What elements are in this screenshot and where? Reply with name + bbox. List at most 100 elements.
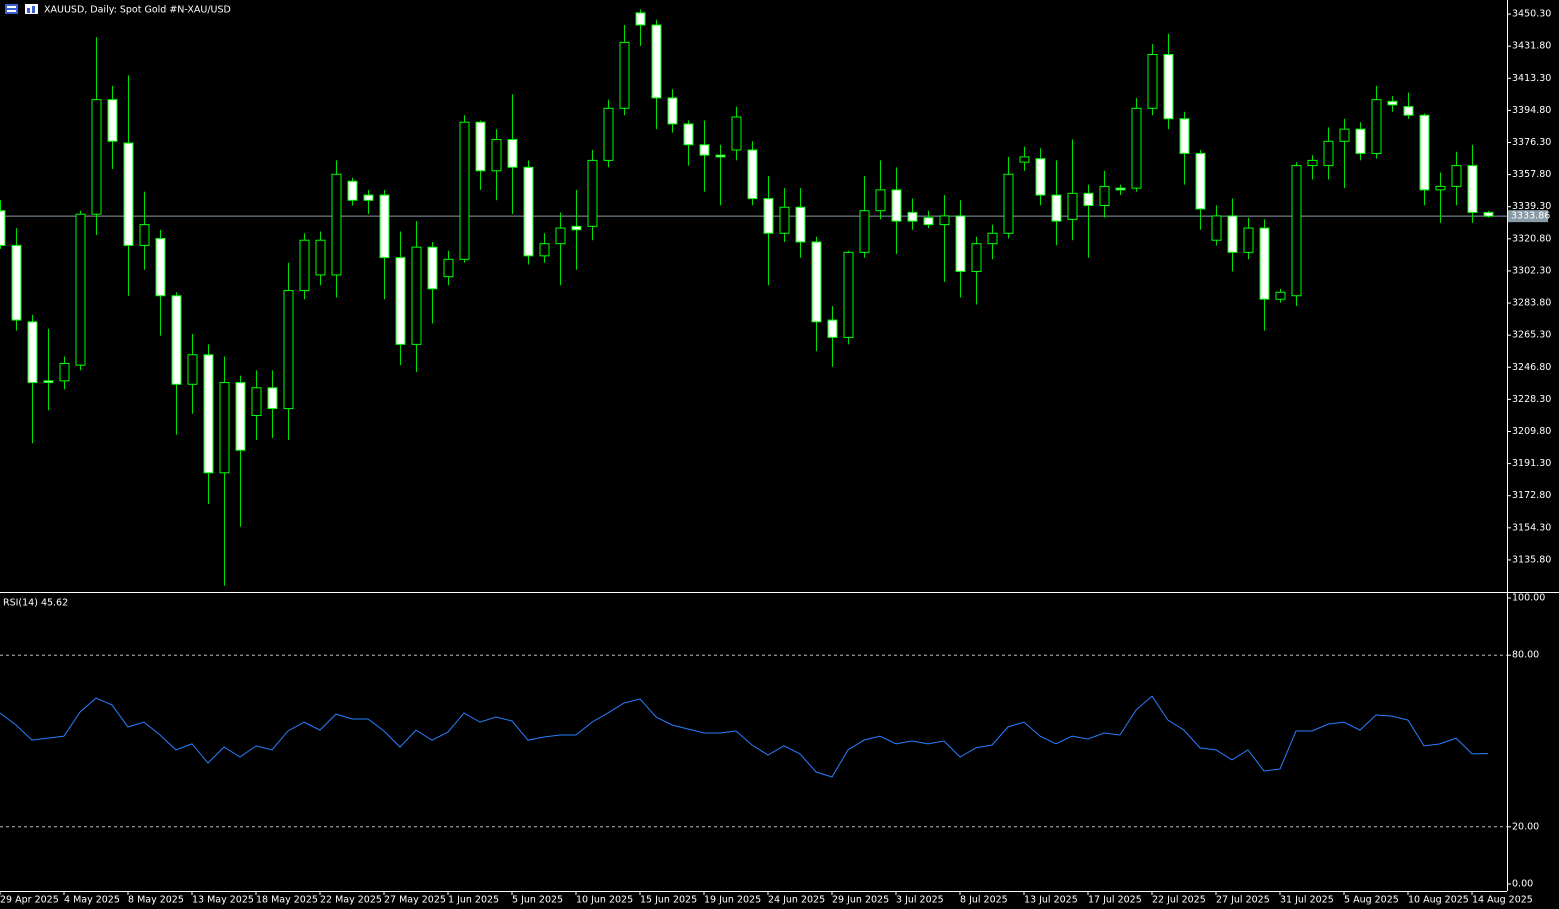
candle-body bbox=[603, 107, 614, 161]
y-tick-label: 80.00 bbox=[1512, 650, 1539, 661]
candle-body bbox=[1435, 185, 1446, 191]
x-tick-label: 10 Jun 2025 bbox=[576, 895, 633, 906]
candle-body bbox=[571, 225, 582, 231]
y-tick-label: 3376.30 bbox=[1512, 137, 1551, 148]
candle-body bbox=[907, 211, 918, 222]
candle-body bbox=[1403, 106, 1414, 116]
candle-body bbox=[299, 239, 310, 292]
candle-body bbox=[859, 210, 870, 253]
x-tick-label: 19 Jun 2025 bbox=[704, 895, 761, 906]
x-tick-label: 8 Jul 2025 bbox=[960, 895, 1008, 906]
candle-body bbox=[283, 290, 294, 410]
candle-body bbox=[395, 257, 406, 345]
y-tick-label: 3154.30 bbox=[1512, 522, 1551, 533]
candle-body bbox=[651, 24, 662, 99]
y-tick-label: 3209.80 bbox=[1512, 426, 1551, 437]
candle-body bbox=[235, 382, 246, 451]
candle-body bbox=[427, 246, 438, 290]
y-tick-label: 3320.80 bbox=[1512, 233, 1551, 244]
x-tick-label: 29 Jun 2025 bbox=[832, 895, 889, 906]
y-tick-label: 3228.30 bbox=[1512, 394, 1551, 405]
candle-body bbox=[59, 362, 70, 382]
candle-body bbox=[171, 295, 182, 385]
candle-body bbox=[1067, 192, 1078, 220]
candle-body bbox=[331, 173, 342, 276]
candle-body bbox=[1467, 165, 1478, 213]
last-price-box bbox=[1508, 210, 1548, 223]
rsi-line bbox=[0, 695, 1489, 778]
candle-body bbox=[187, 354, 198, 385]
candle-body bbox=[1211, 215, 1222, 241]
y-tick-label: 0.00 bbox=[1512, 878, 1533, 889]
candle-body bbox=[1227, 215, 1238, 253]
candle-body bbox=[91, 99, 102, 215]
candle-body bbox=[1259, 227, 1270, 300]
candle-body bbox=[827, 319, 838, 338]
y-tick-label: 3413.30 bbox=[1512, 73, 1551, 84]
y-tick-label: 3265.30 bbox=[1512, 330, 1551, 341]
candle-body bbox=[1339, 128, 1350, 142]
candle-body bbox=[1195, 152, 1206, 210]
candle-body bbox=[0, 210, 6, 246]
y-tick-label: 3450.30 bbox=[1512, 9, 1551, 20]
candle-body bbox=[1323, 140, 1334, 167]
indicator-title: RSI(14) 45.62 bbox=[3, 598, 68, 609]
candle-body bbox=[123, 142, 134, 246]
candle-body bbox=[1163, 54, 1174, 120]
candle-body bbox=[1035, 158, 1046, 196]
y-tick-label: 3339.30 bbox=[1512, 201, 1551, 212]
candle-body bbox=[219, 382, 230, 474]
y-tick-label: 100.00 bbox=[1512, 593, 1545, 604]
candle-body bbox=[747, 149, 758, 200]
candle-body bbox=[363, 194, 374, 201]
y-tick-label: 3357.80 bbox=[1512, 169, 1551, 180]
candle-body bbox=[11, 244, 22, 321]
candle-body bbox=[155, 237, 166, 297]
x-tick-label: 4 May 2025 bbox=[64, 895, 120, 906]
candle-body bbox=[347, 180, 358, 201]
candle-body bbox=[667, 97, 678, 125]
candle-body bbox=[843, 251, 854, 338]
candle-body bbox=[139, 224, 150, 246]
x-tick-label: 1 Jun 2025 bbox=[448, 895, 499, 906]
candle-body bbox=[1115, 187, 1126, 191]
candle-body bbox=[1131, 107, 1142, 189]
candle-body bbox=[555, 227, 566, 245]
x-tick-label: 17 Jul 2025 bbox=[1088, 895, 1142, 906]
candle-body bbox=[1483, 211, 1494, 217]
candle-body bbox=[1419, 114, 1430, 191]
candle-body bbox=[795, 206, 806, 243]
candle-body bbox=[203, 354, 214, 474]
x-tick-label: 14 Aug 2025 bbox=[1472, 895, 1533, 906]
x-tick-label: 22 May 2025 bbox=[320, 895, 382, 906]
candle-body bbox=[731, 116, 742, 151]
candle-body bbox=[779, 206, 790, 234]
y-tick-label: 3302.30 bbox=[1512, 265, 1551, 276]
x-tick-label: 22 Jul 2025 bbox=[1152, 895, 1206, 906]
candle-body bbox=[491, 139, 502, 172]
candle-body bbox=[1147, 54, 1158, 109]
y-tick-label: 20.00 bbox=[1512, 821, 1539, 832]
x-tick-label: 29 Apr 2025 bbox=[0, 895, 59, 906]
candle-body bbox=[987, 232, 998, 245]
candle-body bbox=[459, 121, 470, 260]
candle-body bbox=[523, 166, 534, 257]
candle-body bbox=[1083, 192, 1094, 207]
candle-body bbox=[891, 189, 902, 222]
candle-body bbox=[1051, 194, 1062, 222]
candle-body bbox=[875, 189, 886, 212]
candle-body bbox=[1179, 118, 1190, 154]
y-tick-label: 3172.80 bbox=[1512, 490, 1551, 501]
symbol-icon bbox=[5, 4, 38, 14]
x-tick-label: 3 Jul 2025 bbox=[896, 895, 944, 906]
y-tick-label: 3246.80 bbox=[1512, 362, 1551, 373]
candle-body bbox=[315, 239, 326, 276]
x-tick-label: 27 May 2025 bbox=[384, 895, 446, 906]
candle-body bbox=[1387, 100, 1398, 106]
x-tick-label: 31 Jul 2025 bbox=[1280, 895, 1334, 906]
x-tick-label: 5 Jun 2025 bbox=[512, 895, 563, 906]
candle-body bbox=[939, 215, 950, 226]
